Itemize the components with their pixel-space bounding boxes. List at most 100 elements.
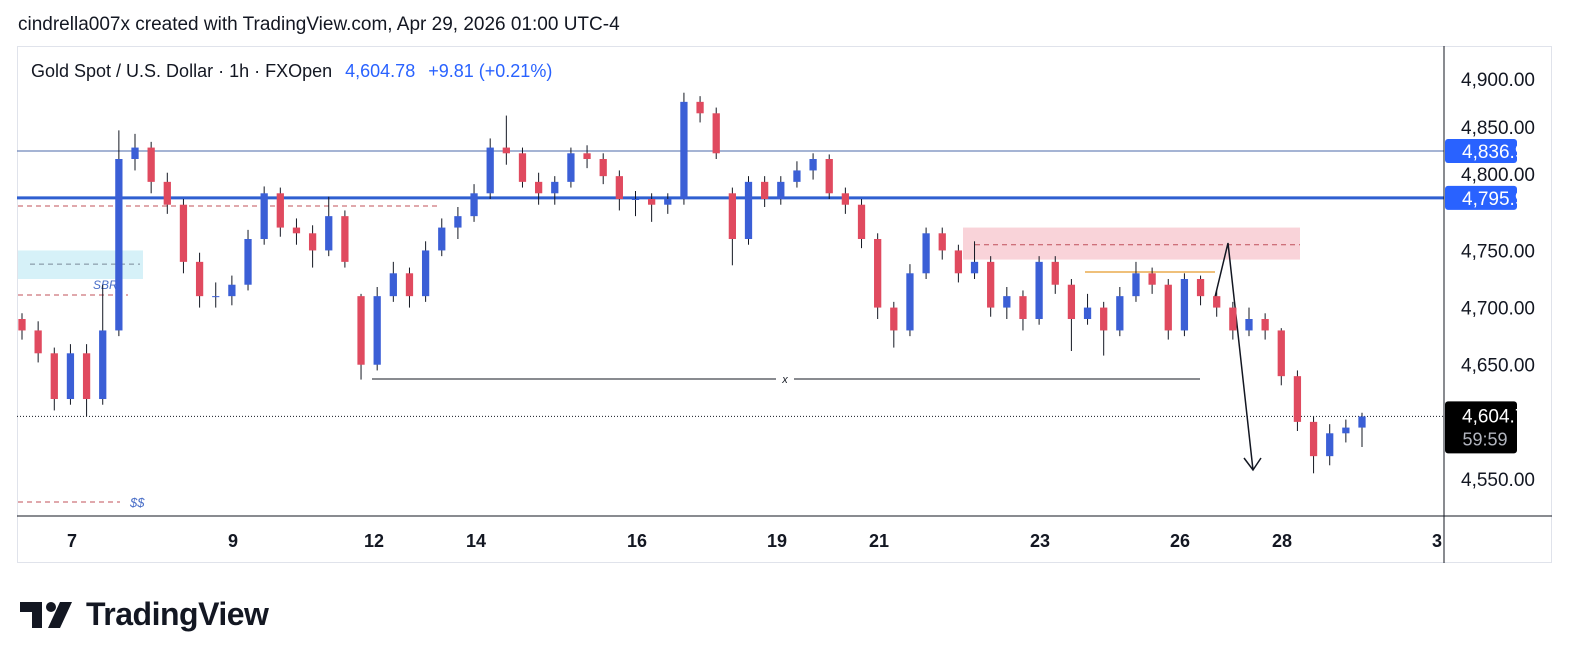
candle-down <box>1293 376 1302 422</box>
candle-down <box>308 233 317 251</box>
candle-up <box>470 193 478 217</box>
candle-up <box>438 227 446 251</box>
time-tick: 21 <box>869 531 889 551</box>
candle-down <box>1100 307 1108 331</box>
time-tick: 3 <box>1432 531 1442 551</box>
candle-up <box>1358 416 1366 428</box>
candle-down <box>18 319 26 331</box>
candle-up <box>567 153 575 182</box>
price-tick: 4,750.00 <box>1461 241 1535 262</box>
candle-up <box>1116 296 1124 331</box>
candle-down <box>1261 319 1269 331</box>
candle-down <box>341 216 349 262</box>
candle-up <box>906 273 914 331</box>
candle-up <box>809 159 817 171</box>
candle-down <box>599 159 607 177</box>
candle-down <box>1213 296 1221 308</box>
candle-up <box>631 199 640 201</box>
price-label-badge <box>1445 139 1517 164</box>
candle-up <box>664 199 672 205</box>
candle-down <box>615 176 623 200</box>
time-tick: 23 <box>1030 531 1050 551</box>
time-tick: 12 <box>364 531 384 551</box>
logo-text: TradingView <box>86 596 269 632</box>
candle-down <box>1164 284 1172 331</box>
candle-down <box>405 273 414 297</box>
candle-up <box>970 261 979 274</box>
candle-down <box>1067 284 1076 320</box>
chart-frame <box>17 46 1552 563</box>
candle-down <box>728 193 736 240</box>
time-tick: 9 <box>228 531 238 551</box>
last-price: 4,604.78 <box>345 61 416 81</box>
candle-up <box>99 330 107 400</box>
candle-up <box>260 193 268 240</box>
candle-up <box>228 284 236 297</box>
candle-down <box>1309 421 1318 457</box>
supply-zone <box>963 227 1300 260</box>
candle-down <box>987 261 995 308</box>
x-label: x <box>781 374 788 386</box>
candle-down <box>841 193 850 205</box>
bar-countdown: 59:59 <box>1462 429 1507 449</box>
candle-down <box>34 330 42 354</box>
candle-down <box>163 181 171 205</box>
last-price-label: 4,604.78 <box>1462 406 1536 427</box>
candle-down <box>874 239 882 308</box>
sbr-zone <box>18 250 143 280</box>
arrow-head-icon <box>1243 457 1262 472</box>
price-label-badge <box>1445 185 1517 210</box>
candle-down <box>712 113 720 154</box>
sbr-label: SBR <box>93 278 118 292</box>
candle-down <box>518 153 527 182</box>
price-tick: 4,850.00 <box>1461 118 1535 139</box>
candle-up <box>66 353 75 400</box>
last-price-badge <box>1445 401 1517 454</box>
time-tick: 14 <box>466 531 486 551</box>
candle-up <box>421 250 430 297</box>
candle-up <box>922 233 930 274</box>
candle-down <box>147 147 155 182</box>
price-label: 4,795.95 <box>1462 189 1536 210</box>
candle-up <box>1180 279 1189 331</box>
price-tick: 4,900.00 <box>1461 70 1535 91</box>
tradingview-logo-icon <box>20 601 72 628</box>
candle-down <box>696 101 704 114</box>
candle-up <box>1083 307 1092 320</box>
candle-down <box>1051 261 1059 285</box>
candle-up <box>1245 319 1253 331</box>
liquidity-label: $$ <box>129 495 145 510</box>
tradingview-logo[interactable]: TradingView <box>20 596 269 633</box>
candle-up <box>744 181 753 240</box>
candle-down <box>276 193 284 228</box>
candle-down <box>825 159 833 194</box>
symbol-title[interactable]: Gold Spot / U.S. Dollar · 1h · FXOpen <box>31 61 333 81</box>
price-label: 4,836.98 <box>1462 142 1536 163</box>
candles <box>18 92 1366 474</box>
candle-up <box>1035 261 1043 320</box>
candle-down <box>857 204 866 240</box>
price-tick: 4,700.00 <box>1461 299 1535 320</box>
candle-down <box>195 261 204 297</box>
candle-up <box>1132 273 1140 297</box>
price-axis: 4,900.00 4,850.00 4,800.00 4,750.00 4,700.00… <box>1443 46 1536 563</box>
candle-up <box>1342 427 1350 434</box>
candle-up <box>325 216 333 251</box>
candle-down <box>761 181 769 200</box>
price-tick: 4,550.00 <box>1461 470 1535 491</box>
candle-up <box>793 170 801 182</box>
time-axis: 7 9 12 14 16 19 21 23 26 28 3 <box>17 515 1552 551</box>
candle-down <box>357 296 365 365</box>
candle-up <box>486 147 494 194</box>
candle-up <box>389 273 397 297</box>
price-change: +9.81 (+0.21%) <box>428 61 553 81</box>
candle-down <box>954 250 963 274</box>
candle-down <box>890 307 898 331</box>
candle-down <box>179 204 188 262</box>
candle-up <box>1003 296 1011 308</box>
time-tick: 16 <box>627 531 647 551</box>
candle-up <box>551 181 559 194</box>
candle-down <box>292 227 301 234</box>
candle-up <box>680 101 688 200</box>
